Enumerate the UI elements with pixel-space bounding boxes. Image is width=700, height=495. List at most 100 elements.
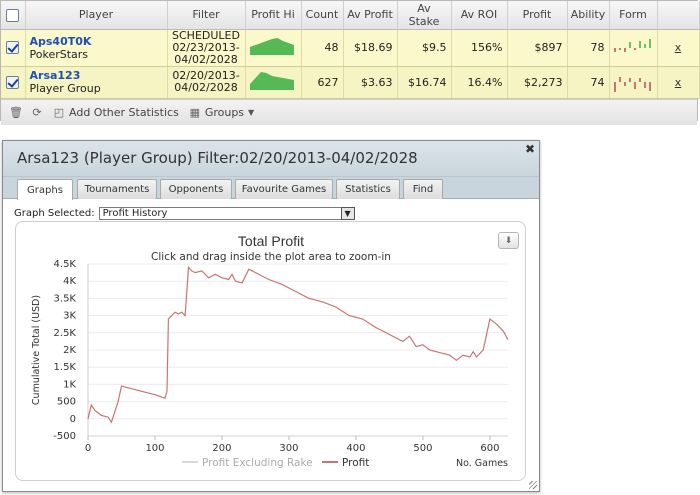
profit-chart-svg[interactable]: Total Profit Click and drag inside the pl… xyxy=(16,222,526,481)
player-cell[interactable]: Arsa123 Player Group xyxy=(25,66,168,99)
chart-subtitle: Click and drag inside the plot area to z… xyxy=(151,251,391,263)
column-header-profit[interactable]: Profit xyxy=(507,1,568,30)
tab-favourite-games[interactable]: Favourite Games xyxy=(235,179,333,199)
column-header-count[interactable]: Count xyxy=(301,1,344,30)
table-row[interactable]: Arsa123 Player Group 02/20/2013- 04/02/2… xyxy=(1,66,700,99)
dialog-title[interactable]: Arsa123 (Player Group) Filter:02/20/2013… xyxy=(3,141,539,177)
series-line-profit[interactable] xyxy=(87,265,509,424)
column-header-av-profit[interactable]: Av Profit xyxy=(343,1,398,30)
tab-graphs[interactable]: Graphs xyxy=(17,179,73,200)
profit-hi-area xyxy=(249,71,294,90)
player-name-link[interactable]: Arsa123 xyxy=(29,69,81,82)
profit-hi-sparkline xyxy=(249,71,294,90)
x-tick-label: 600 xyxy=(480,443,499,454)
form-bar xyxy=(633,47,636,50)
remove-row-link[interactable]: x xyxy=(674,41,682,54)
select-all-checkbox[interactable] xyxy=(6,8,20,22)
groups-icon: ▦ xyxy=(189,105,201,119)
av-stake-cell: $16.74 xyxy=(397,66,452,99)
add-stats-icon: ◰ xyxy=(53,105,65,119)
add-other-statistics-label: Add Other Statistics xyxy=(69,105,179,119)
table-toolbar: 🗑 ⟳ ◰ Add Other Statistics ▦ Groups ▼ xyxy=(1,98,697,125)
statistics-table: Player Filter Profit Hi Count Av Profit … xyxy=(1,1,700,99)
form-bar xyxy=(643,82,646,88)
profit-cell: $897 xyxy=(507,29,568,67)
form-bar xyxy=(628,78,631,82)
form-bar xyxy=(648,39,651,48)
row-checkbox-cell[interactable] xyxy=(1,66,26,99)
dialog-tabs: Graphs Tournaments Opponents Favourite G… xyxy=(3,177,539,200)
groups-dropdown[interactable]: ▦ Groups ▼ xyxy=(189,105,255,119)
av-roi-cell: 156% xyxy=(451,29,508,67)
graph-select[interactable]: Profit History ▼ xyxy=(98,207,355,220)
form-sparkline xyxy=(613,39,654,57)
download-icon[interactable]: ⬇ xyxy=(498,232,519,249)
profit-hi-cell xyxy=(245,29,302,67)
table-header-row: Player Filter Profit Hi Count Av Profit … xyxy=(1,1,700,30)
row-checkbox[interactable] xyxy=(6,41,20,55)
form-bar xyxy=(618,76,621,82)
player-group-dialog: Arsa123 (Player Group) Filter:02/20/2013… xyxy=(2,140,540,492)
column-header-ability[interactable]: Ability xyxy=(567,1,610,30)
legend-item[interactable]: Profit xyxy=(342,457,369,469)
refresh-icon[interactable]: ⟳ xyxy=(32,105,42,119)
x-tick-label: 500 xyxy=(413,443,432,454)
player-site: Player Group xyxy=(29,82,101,95)
row-checkbox[interactable] xyxy=(6,75,20,89)
y-tick-label: -500 xyxy=(53,431,76,442)
x-tick-label: 200 xyxy=(212,443,231,454)
select-all-header[interactable] xyxy=(1,1,26,30)
y-axis-label: Cumulative Total (USD) xyxy=(31,295,42,405)
x-tick-label: 100 xyxy=(145,443,164,454)
column-header-form[interactable]: Form xyxy=(609,1,658,30)
y-tick-label: 3K xyxy=(63,311,76,322)
add-other-statistics-button[interactable]: ◰ Add Other Statistics xyxy=(53,106,179,119)
form-bar xyxy=(613,47,616,52)
filter-cell: 02/20/2013- 04/02/2028 xyxy=(167,66,246,99)
form-bar xyxy=(623,82,626,86)
column-header-av-roi[interactable]: Av ROI xyxy=(451,1,508,30)
player-name-link[interactable]: Aps40T0K xyxy=(29,34,92,48)
x-tick-label: 300 xyxy=(279,443,298,454)
form-bar xyxy=(623,47,626,52)
y-tick-label: 2K xyxy=(63,345,76,356)
form-bar xyxy=(638,40,641,48)
av-stake-cell: $9.5 xyxy=(397,29,452,67)
form-bar xyxy=(643,43,646,48)
x-axis-label: No. Games xyxy=(456,458,508,469)
trash-icon[interactable]: 🗑 xyxy=(9,105,23,119)
profit-cell: $2,273 xyxy=(507,66,568,99)
form-bar xyxy=(613,82,616,92)
chevron-down-icon[interactable]: ▼ xyxy=(340,207,355,220)
column-header-filter[interactable]: Filter xyxy=(167,1,246,30)
y-tick-label: 1.5K xyxy=(54,362,77,373)
legend-item[interactable]: Profit Excluding Rake xyxy=(202,457,313,469)
remove-cell[interactable]: x xyxy=(657,29,700,67)
resize-handle[interactable] xyxy=(529,481,537,489)
table-row[interactable]: Aps40T0K PokerStars SCHEDULED 02/23/2013… xyxy=(1,29,700,67)
statistics-panel: Player Filter Profit Hi Count Av Profit … xyxy=(0,0,700,125)
player-cell[interactable]: Aps40T0K PokerStars xyxy=(25,29,168,67)
column-header-av-stake[interactable]: Av Stake xyxy=(397,1,452,30)
profit-hi-area xyxy=(249,38,294,55)
tab-statistics[interactable]: Statistics xyxy=(336,179,400,199)
column-header-player[interactable]: Player xyxy=(25,1,168,30)
remove-row-link[interactable]: x xyxy=(674,75,682,89)
y-tick-label: 2.5K xyxy=(54,328,77,339)
form-bar xyxy=(648,82,651,91)
tab-find[interactable]: Find xyxy=(403,179,443,199)
profit-chart[interactable]: Total Profit Click and drag inside the pl… xyxy=(15,221,526,481)
close-icon[interactable]: ✖ xyxy=(524,142,535,156)
remove-cell[interactable]: x xyxy=(657,66,700,99)
row-checkbox-cell[interactable] xyxy=(1,29,26,67)
ability-cell: 74 xyxy=(567,66,610,99)
graph-select-value: Profit History xyxy=(102,208,168,219)
y-tick-label: 1K xyxy=(63,379,76,390)
chart-title: Total Profit xyxy=(238,233,304,249)
column-header-profit-hi[interactable]: Profit Hi xyxy=(245,1,302,30)
filter-line: SCHEDULED xyxy=(172,29,240,42)
tab-tournaments[interactable]: Tournaments xyxy=(77,179,157,199)
av-roi-cell: 16.4% xyxy=(451,66,508,99)
profit-hi-cell xyxy=(245,66,302,99)
tab-opponents[interactable]: Opponents xyxy=(160,179,232,199)
